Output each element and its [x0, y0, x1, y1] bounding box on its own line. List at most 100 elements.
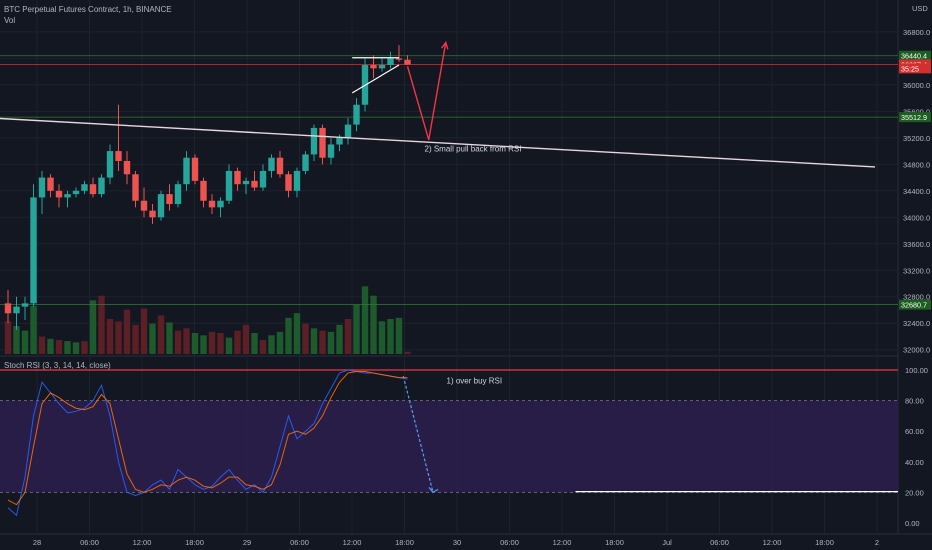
price-tick-label[interactable]: 35600.0 — [903, 107, 930, 116]
candle[interactable] — [302, 151, 309, 175]
time-axis[interactable]: 28 06:00 12:00 18:00 29 06:00 12:00 18:00 30 06:0… — [33, 538, 879, 547]
volume-bar — [157, 315, 165, 354]
price-tick-label[interactable]: 34800.0 — [903, 160, 930, 169]
time-tick-label[interactable]: 06:00 — [710, 538, 729, 547]
price-tick-label[interactable]: 34000.0 — [903, 213, 930, 222]
candle[interactable] — [208, 194, 216, 214]
candle[interactable] — [13, 296, 20, 330]
candle[interactable] — [89, 177, 97, 198]
price-tick-label[interactable]: 32800.0 — [903, 293, 930, 302]
candle[interactable] — [81, 180, 88, 195]
candle[interactable] — [191, 154, 199, 185]
projection-path[interactable] — [406, 42, 447, 141]
candle[interactable] — [123, 151, 131, 185]
candle[interactable] — [404, 55, 411, 66]
price-label-tag[interactable]: 35:25 — [899, 63, 931, 74]
price-tick-label[interactable]: 33200.0 — [903, 266, 930, 275]
candle[interactable] — [21, 296, 29, 320]
candle[interactable] — [4, 290, 12, 324]
candle[interactable] — [268, 154, 275, 178]
candle[interactable] — [293, 167, 301, 198]
projection-arrowhead[interactable] — [440, 41, 449, 50]
time-tick-label[interactable]: 18:00 — [815, 538, 834, 547]
price-tick-label[interactable]: 34400.0 — [903, 187, 930, 196]
rsi-band — [0, 369, 898, 493]
time-tick-label[interactable]: 18:00 — [605, 538, 624, 547]
time-tick-label[interactable]: 29 — [243, 538, 251, 547]
time-tick-label[interactable]: 12:00 — [133, 538, 152, 547]
candle[interactable] — [251, 170, 258, 191]
time-tick-label[interactable]: 18:00 — [395, 538, 414, 547]
candle[interactable] — [378, 58, 386, 72]
price-tick-label[interactable]: 32000.0 — [903, 346, 930, 355]
candle[interactable] — [327, 137, 335, 165]
candle[interactable] — [285, 170, 292, 198]
rsi-tick-label[interactable]: 20.00 — [905, 488, 924, 497]
candle[interactable] — [200, 177, 207, 208]
price-label-tag[interactable]: 36440.4 — [899, 50, 931, 61]
candle[interactable] — [140, 187, 148, 218]
price-tick-label[interactable]: 36000.0 — [903, 81, 930, 90]
rsi-tick-label[interactable]: 0.00 — [905, 519, 920, 528]
time-tick-label[interactable]: 12:00 — [343, 538, 362, 547]
rsi-title[interactable]: Stoch RSI (3, 3, 14, 14, close) — [4, 361, 111, 370]
trendline[interactable] — [0, 117, 876, 168]
candle[interactable] — [149, 204, 156, 224]
candle[interactable] — [55, 184, 63, 208]
candle[interactable] — [319, 124, 326, 165]
candle[interactable] — [132, 170, 139, 208]
time-tick-label[interactable]: Jul — [662, 538, 672, 547]
time-tick-label[interactable]: 30 — [453, 538, 461, 547]
candle[interactable] — [115, 104, 122, 171]
time-tick-label[interactable]: 12:00 — [553, 538, 572, 547]
candle[interactable] — [395, 45, 403, 62]
candle[interactable] — [64, 190, 71, 208]
candle[interactable] — [106, 144, 114, 185]
candle[interactable] — [38, 170, 46, 214]
time-tick-label[interactable]: 28 — [33, 538, 41, 547]
rsi-arrow[interactable] — [402, 375, 434, 493]
drawings[interactable] — [0, 41, 898, 494]
candle[interactable] — [47, 174, 54, 198]
candle[interactable] — [225, 164, 233, 205]
candle[interactable] — [353, 98, 360, 132]
price-label-tag[interactable]: 35512.9 — [899, 112, 931, 123]
candle[interactable] — [370, 55, 377, 79]
candle[interactable] — [166, 184, 173, 211]
candle[interactable] — [98, 174, 105, 198]
candle[interactable] — [259, 164, 267, 191]
candle[interactable] — [174, 180, 182, 208]
rsi-tick-label[interactable]: 80.00 — [905, 397, 924, 406]
candle[interactable] — [30, 184, 37, 307]
rsi-tick-label[interactable]: 40.00 — [905, 458, 924, 467]
time-tick-label[interactable]: 12:00 — [763, 538, 782, 547]
price-tick-label[interactable]: 35200.0 — [903, 134, 930, 143]
time-tick-label[interactable]: 06:00 — [290, 538, 309, 547]
candle[interactable] — [242, 177, 250, 195]
candle[interactable] — [387, 51, 394, 69]
time-tick-label[interactable]: 2 — [875, 538, 879, 547]
rsi-tick-label[interactable]: 60.00 — [905, 427, 924, 436]
symbol-title[interactable]: BTC Perpetual Futures Contract, 1h, BINA… — [4, 5, 172, 14]
rsi-arrowhead[interactable] — [428, 487, 439, 494]
candle[interactable] — [234, 167, 241, 191]
time-tick-label[interactable]: 06:00 — [500, 538, 519, 547]
pattern-bottom-line[interactable] — [351, 64, 400, 94]
currency-label[interactable]: USD — [912, 4, 928, 13]
price-tick-label[interactable]: 32400.0 — [903, 319, 930, 328]
candle[interactable] — [276, 151, 284, 178]
price-axis[interactable]: 36800.036400.036000.035600.035200.034800… — [899, 4, 931, 528]
candle[interactable] — [183, 151, 190, 191]
time-tick-label[interactable]: 18:00 — [185, 538, 204, 547]
price-tick-label[interactable]: 33600.0 — [903, 240, 930, 249]
rsi-tick-label[interactable]: 100.00 — [905, 366, 928, 375]
candle[interactable] — [157, 190, 165, 221]
time-tick-label[interactable]: 06:00 — [80, 538, 99, 547]
candle[interactable] — [72, 187, 80, 198]
candle[interactable] — [310, 124, 318, 162]
candles[interactable] — [4, 45, 411, 330]
price-tick-label[interactable]: 36800.0 — [903, 28, 930, 37]
price-label-tag[interactable]: 32680.7 — [899, 299, 931, 310]
candle[interactable] — [217, 197, 224, 218]
candle[interactable] — [344, 117, 352, 145]
